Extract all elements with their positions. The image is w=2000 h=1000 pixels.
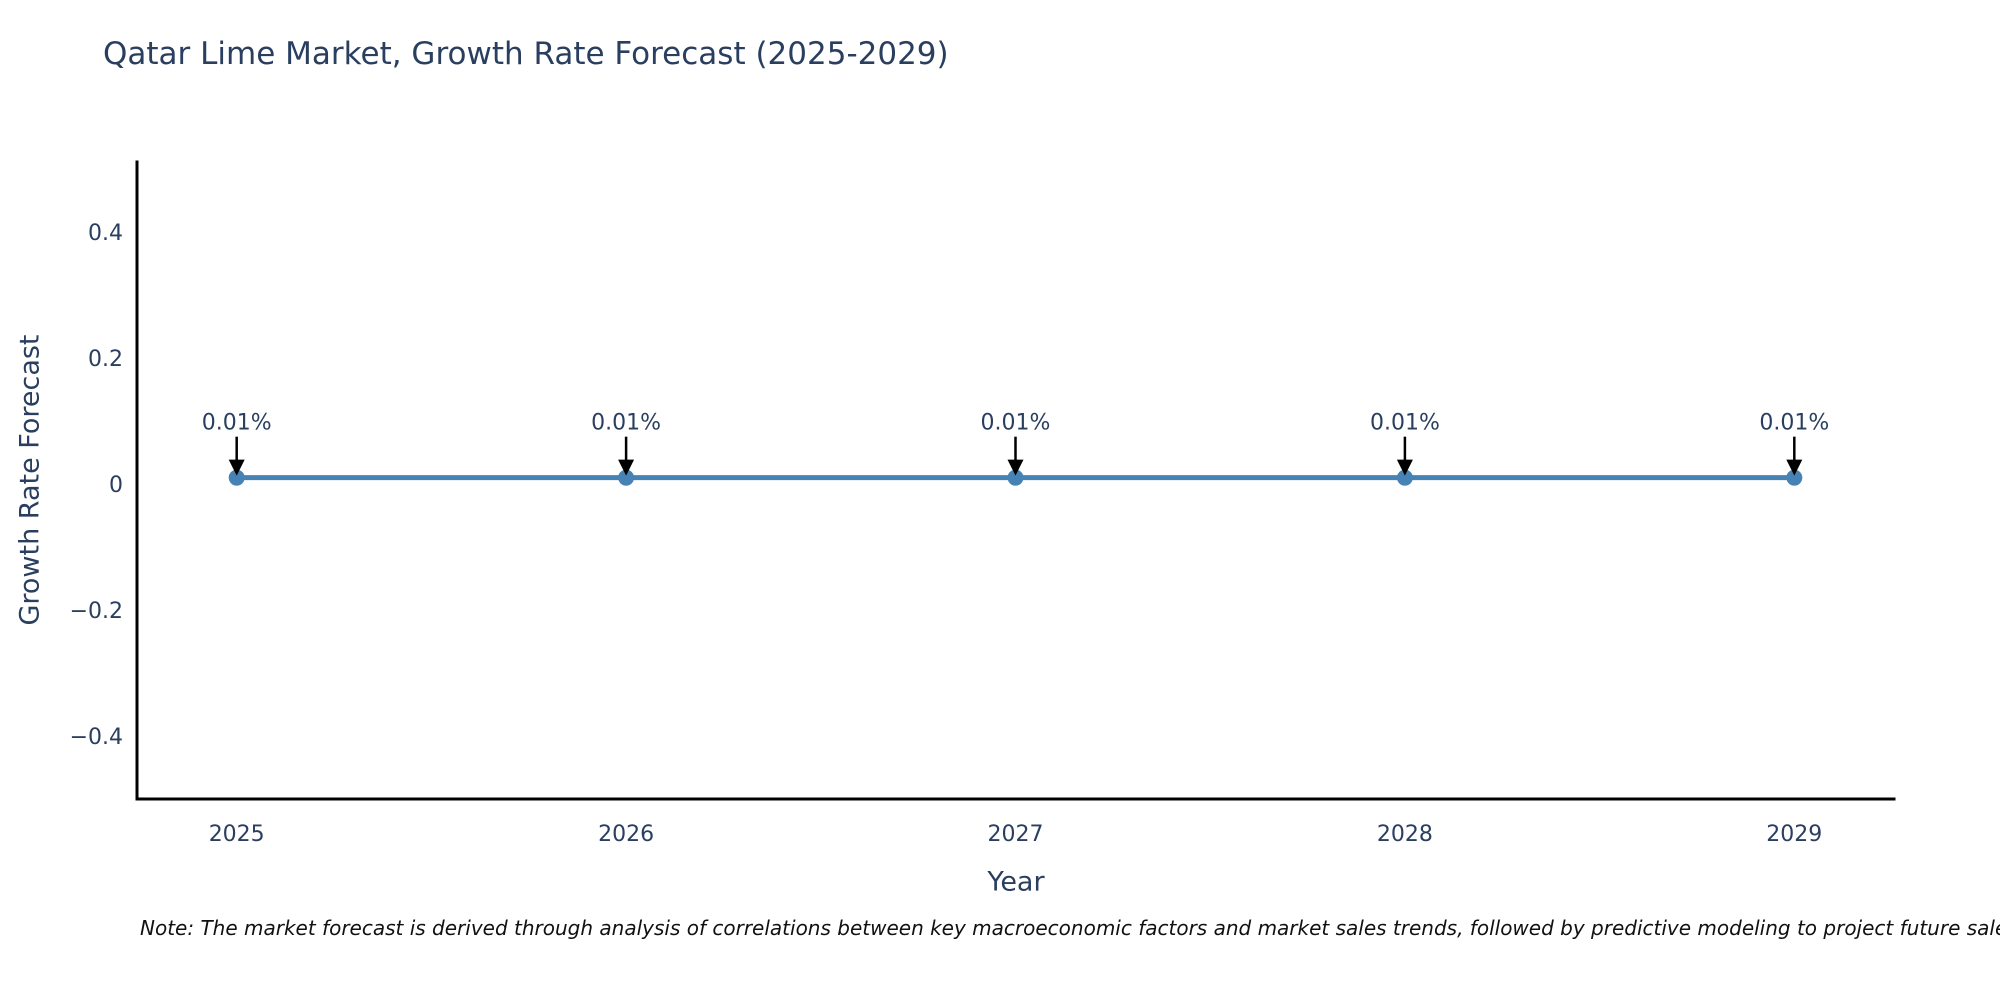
chart-title: Qatar Lime Market, Growth Rate Forecast … — [103, 36, 949, 72]
x-tick-label: 2026 — [598, 822, 654, 847]
data-label: 0.01% — [1370, 411, 1440, 436]
x-tick-label: 2027 — [988, 822, 1044, 847]
x-axis-label: Year — [987, 866, 1045, 898]
footnote: Note: The market forecast is derived thr… — [140, 916, 2000, 940]
y-tick-label: −0.4 — [70, 725, 123, 750]
y-axis-label: Growth Rate Forecast — [14, 334, 46, 626]
data-point-marker — [1786, 469, 1803, 486]
x-tick-label: 2029 — [1766, 822, 1822, 847]
annotation-arrow-head — [228, 459, 245, 476]
data-label: 0.01% — [591, 411, 661, 436]
axis-spines — [135, 160, 1896, 801]
annotation-arrow-head — [618, 459, 635, 476]
annotation-arrow-head — [1396, 459, 1413, 476]
y-tick-label: 0 — [109, 473, 123, 498]
annotation-arrow-head — [1786, 459, 1803, 476]
data-point-marker — [618, 469, 635, 486]
data-label: 0.01% — [981, 411, 1051, 436]
data-point-marker — [228, 469, 245, 486]
data-point-marker — [1396, 469, 1413, 486]
y-tick-label: 0.2 — [88, 347, 123, 372]
x-tick-label: 2028 — [1377, 822, 1433, 847]
annotation-arrow-head — [1007, 459, 1024, 476]
y-tick-label: −0.2 — [70, 599, 123, 624]
data-label: 0.01% — [202, 411, 272, 436]
data-label: 0.01% — [1759, 411, 1829, 436]
y-tick-label: 0.4 — [88, 221, 123, 246]
x-tick-label: 2025 — [209, 822, 265, 847]
data-point-marker — [1007, 469, 1024, 486]
